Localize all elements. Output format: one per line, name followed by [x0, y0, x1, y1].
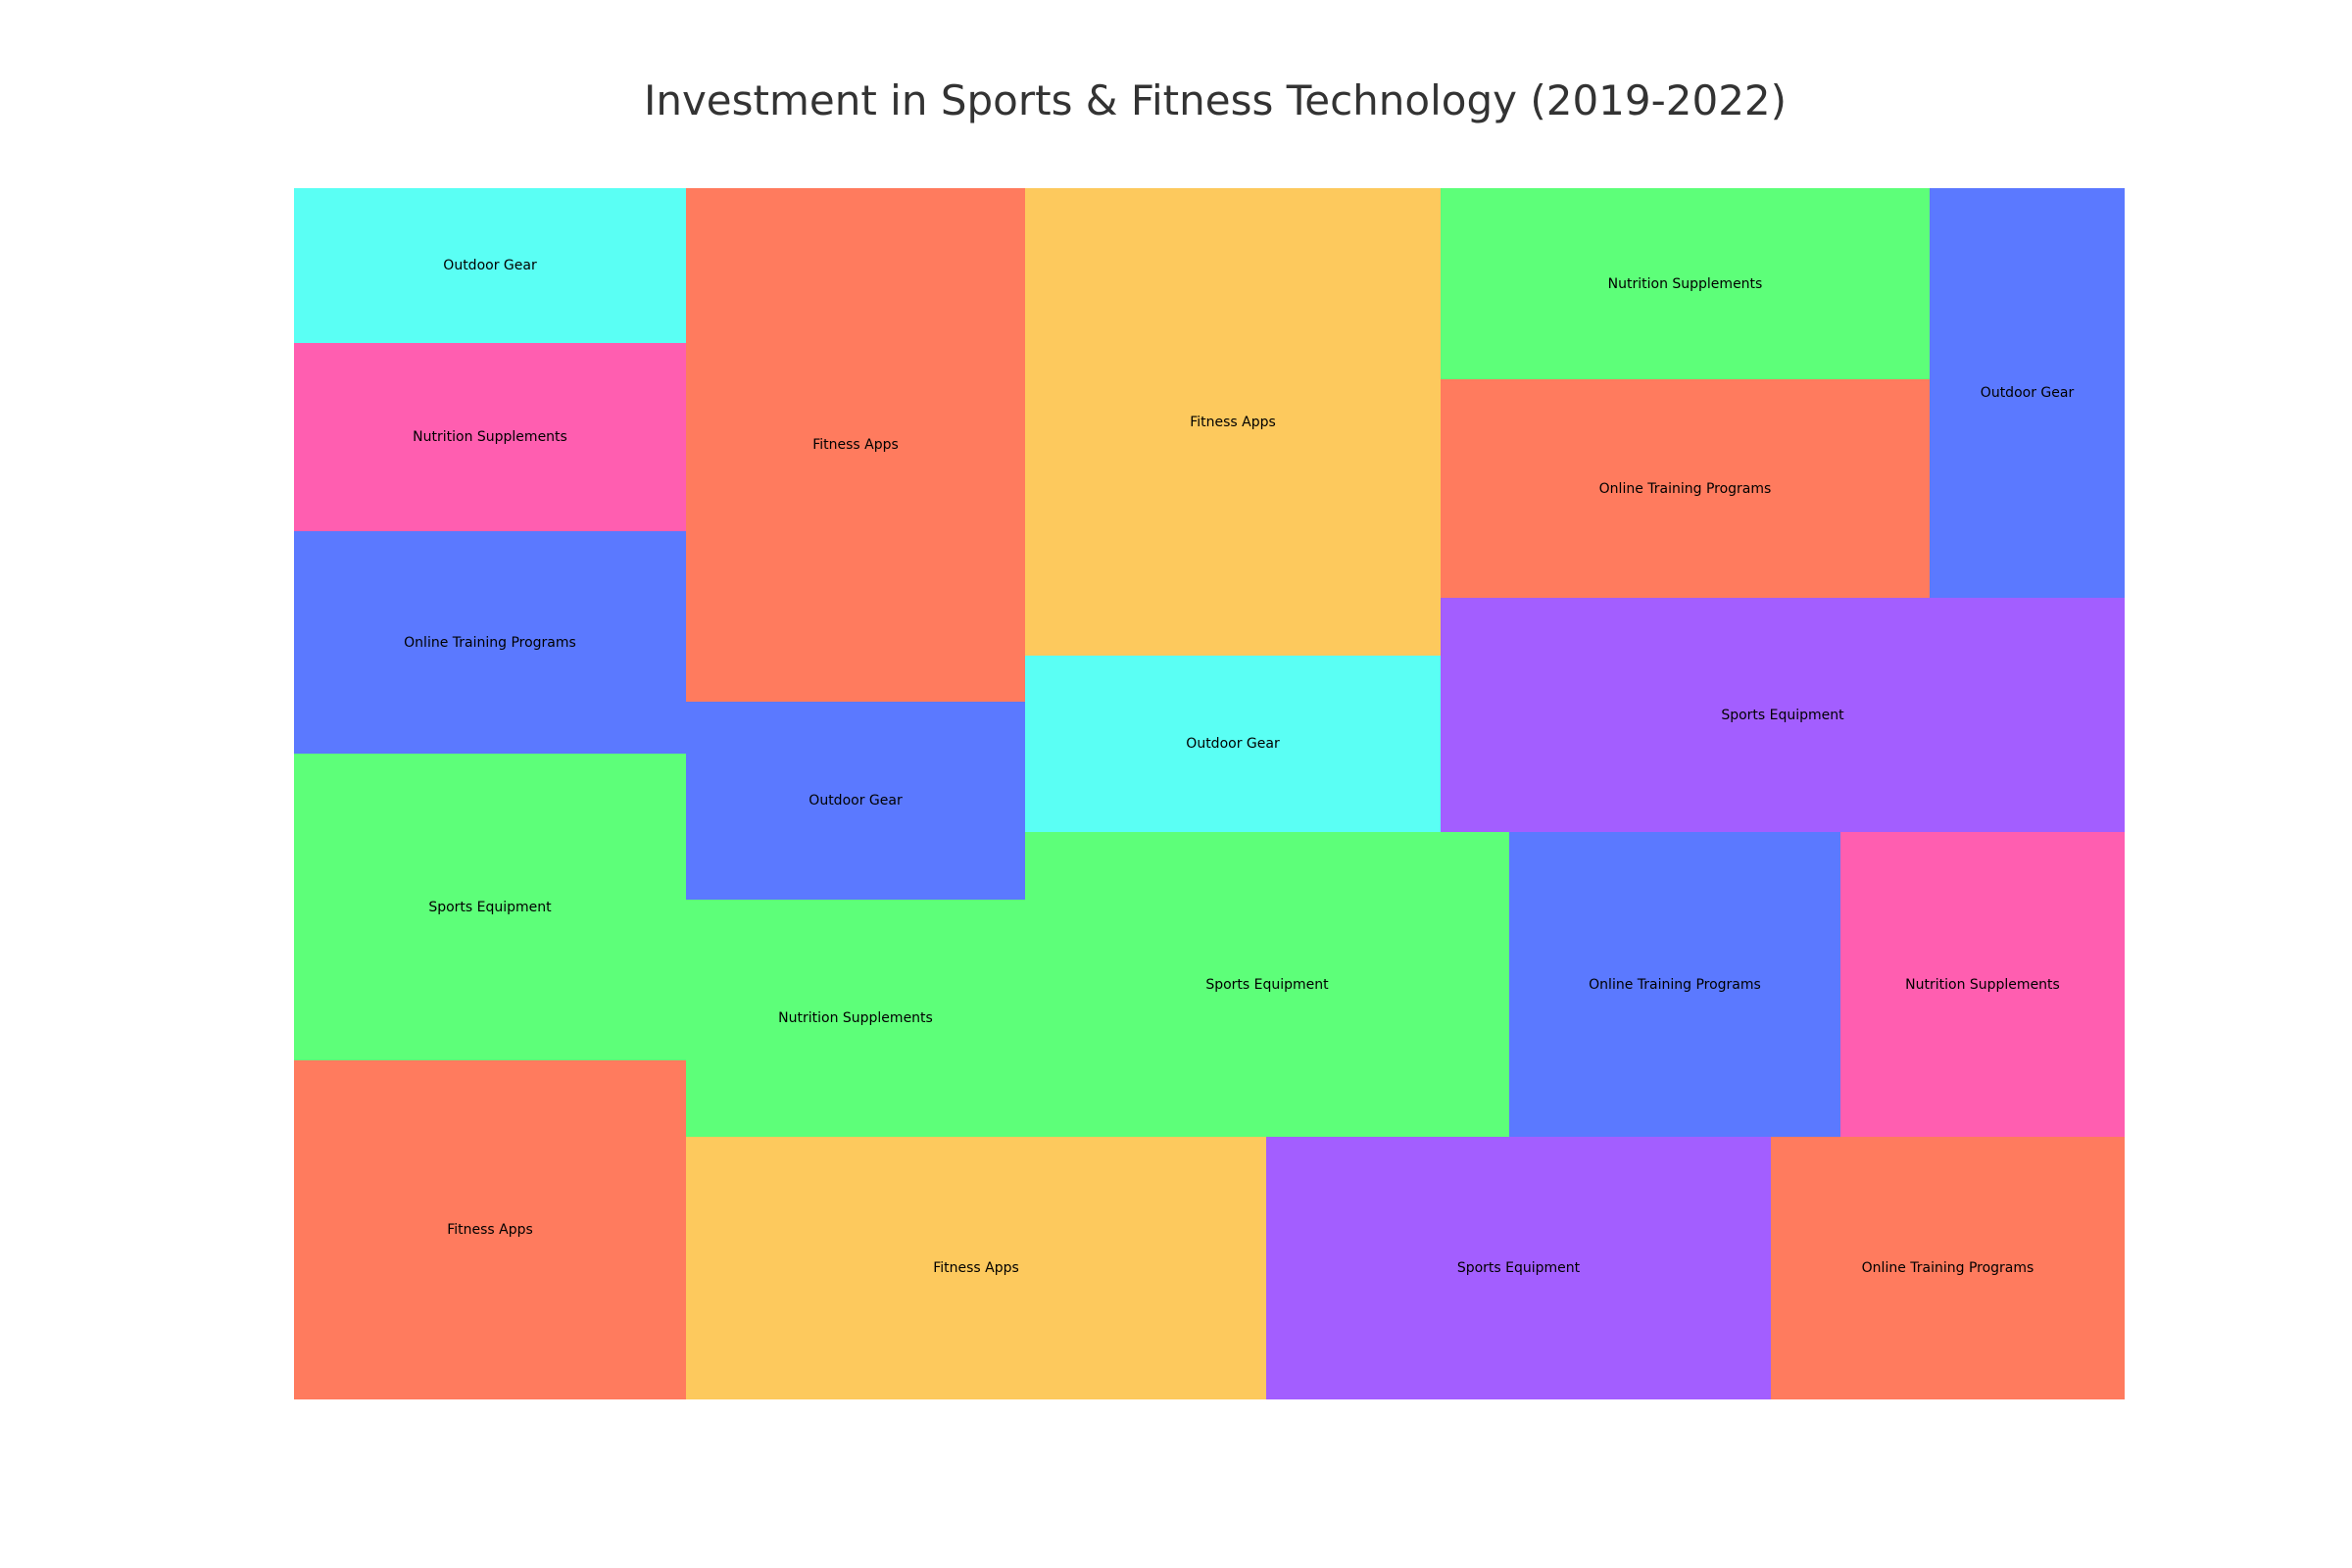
- treemap-tile-outdoor-gear: Outdoor Gear: [1025, 656, 1441, 832]
- treemap-tile-label: Nutrition Supplements: [1607, 275, 1763, 292]
- treemap-tile-label: Sports Equipment: [1456, 1260, 1581, 1276]
- treemap-tile-label: Online Training Programs: [1598, 480, 1772, 497]
- treemap-tile-online-training-programs: Online Training Programs: [1441, 379, 1930, 598]
- treemap-tile-label: Fitness Apps: [933, 1260, 1019, 1276]
- treemap-tile-sports-equipment: Sports Equipment: [1025, 832, 1509, 1137]
- treemap-tile-sports-equipment: Sports Equipment: [294, 754, 686, 1060]
- treemap-tile-sports-equipment: Sports Equipment: [1441, 598, 2125, 832]
- treemap-tile-label: Sports Equipment: [1205, 976, 1329, 993]
- treemap-tile-sports-equipment: Sports Equipment: [1266, 1137, 1771, 1399]
- treemap-tile-online-training-programs: Online Training Programs: [1771, 1137, 2125, 1399]
- treemap-tile-nutrition-supplements: Nutrition Supplements: [686, 900, 1025, 1137]
- treemap-tile-label: Sports Equipment: [1721, 707, 1844, 723]
- treemap-tile-label: Online Training Programs: [404, 634, 576, 651]
- treemap-tile-outdoor-gear: Outdoor Gear: [294, 188, 686, 343]
- treemap-tile-label: Nutrition Supplements: [1905, 976, 2060, 993]
- treemap-tile-label: Fitness Apps: [812, 437, 899, 453]
- treemap-tile-label: Nutrition Supplements: [413, 429, 567, 445]
- treemap-tile-label: Sports Equipment: [428, 899, 552, 915]
- chart-title: Investment in Sports & Fitness Technolog…: [643, 76, 1788, 124]
- treemap-tile-outdoor-gear: Outdoor Gear: [686, 702, 1025, 900]
- treemap-plot-area: Outdoor Gear Nutrition Supplements Online …: [294, 188, 2125, 1399]
- treemap-tile-label: Outdoor Gear: [1186, 736, 1280, 752]
- treemap-tile-label: Online Training Programs: [1861, 1260, 2034, 1276]
- treemap-tile-label: Outdoor Gear: [443, 258, 537, 273]
- treemap-tile-label: Nutrition Supplements: [778, 1010, 933, 1026]
- treemap-tile-online-training-programs: Online Training Programs: [294, 531, 686, 754]
- treemap-tile-outdoor-gear: Outdoor Gear: [1930, 188, 2125, 598]
- treemap-tile-fitness-apps: Fitness Apps: [686, 1137, 1266, 1399]
- treemap-tile-nutrition-supplements: Nutrition Supplements: [294, 343, 686, 531]
- treemap-tile-nutrition-supplements: Nutrition Supplements: [1840, 832, 2125, 1137]
- treemap-tile-fitness-apps: Fitness Apps: [686, 188, 1025, 702]
- treemap-tile-label: Outdoor Gear: [1980, 385, 2075, 401]
- treemap-tile-label: Fitness Apps: [447, 1222, 533, 1238]
- treemap-tile-fitness-apps: Fitness Apps: [1025, 188, 1441, 656]
- treemap-tile-online-training-programs: Online Training Programs: [1509, 832, 1840, 1137]
- treemap-tile-label: Fitness Apps: [1190, 414, 1276, 430]
- treemap-tile-fitness-apps: Fitness Apps: [294, 1060, 686, 1399]
- treemap-tile-nutrition-supplements: Nutrition Supplements: [1441, 188, 1930, 379]
- treemap-tile-label: Outdoor Gear: [808, 793, 903, 808]
- treemap-tile-label: Online Training Programs: [1589, 976, 1761, 993]
